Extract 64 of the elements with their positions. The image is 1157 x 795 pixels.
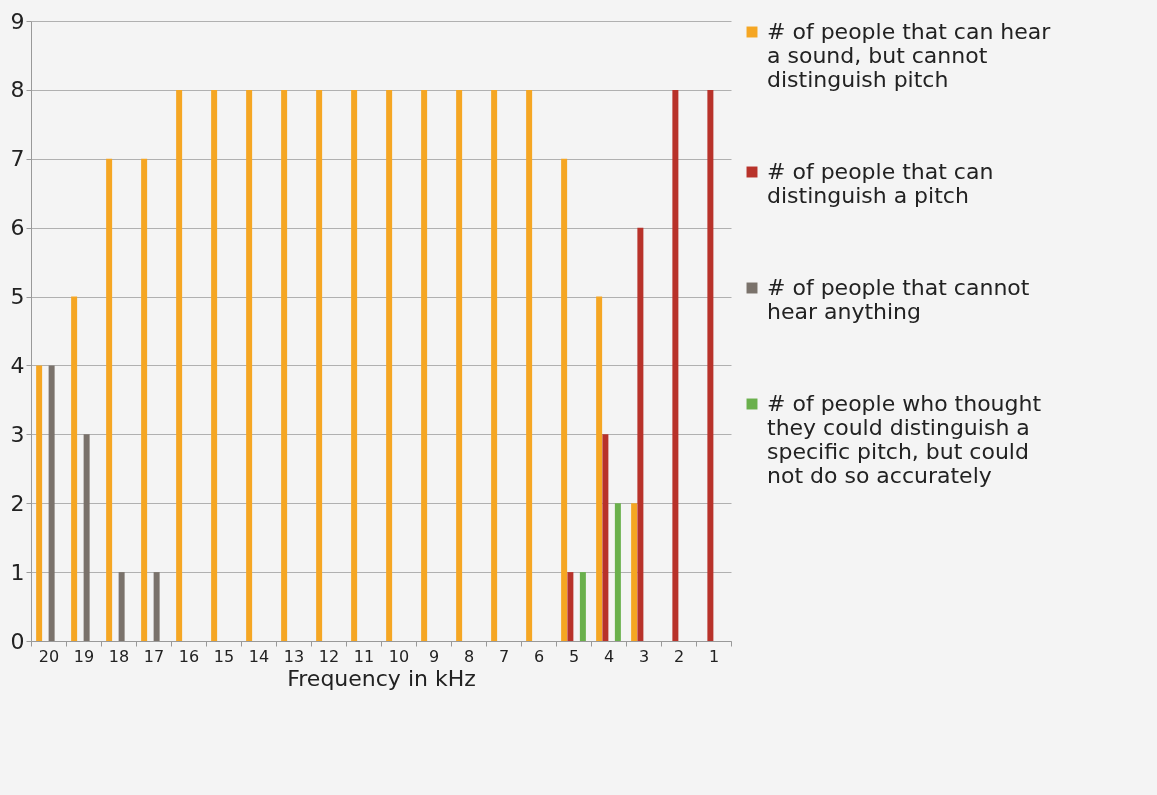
y-tick-label: 0 <box>10 628 25 654</box>
bar <box>211 89 218 641</box>
y-tick-label: 4 <box>10 352 25 378</box>
bar <box>316 89 323 641</box>
y-tick-label: 6 <box>10 215 25 241</box>
bar <box>614 503 621 641</box>
legend-label: # of people that can distinguish a pitch <box>767 159 994 208</box>
bar <box>351 89 358 641</box>
bar <box>707 89 714 641</box>
bar <box>672 89 679 641</box>
x-tick-label: 14 <box>248 646 270 666</box>
bar <box>491 89 498 641</box>
y-tick-label: 9 <box>10 8 25 34</box>
x-tick-label: 15 <box>213 646 235 666</box>
y-tick-label: 7 <box>10 146 25 172</box>
x-tick-label: 10 <box>388 646 410 666</box>
bar <box>141 158 148 641</box>
x-tick-label: 18 <box>108 646 130 666</box>
x-tick-label: 16 <box>178 646 200 666</box>
x-tick-label: 2 <box>673 646 685 666</box>
bar <box>71 296 78 641</box>
x-tick-label: 8 <box>463 646 475 666</box>
bar <box>596 296 603 641</box>
bar <box>579 572 586 641</box>
x-tick-label: 5 <box>568 646 580 666</box>
bar <box>106 158 113 641</box>
x-tick-label: 9 <box>428 646 440 666</box>
bar <box>567 572 574 641</box>
x-tick-label: 6 <box>533 646 545 666</box>
legend-label: # of people who thought they could distinguish a specific pitch, but could not do so accurately <box>767 391 1042 488</box>
x-tick-label: 13 <box>283 646 305 666</box>
bar <box>421 89 428 641</box>
bar <box>386 89 393 641</box>
y-tick-label: 2 <box>10 490 25 516</box>
bar <box>83 434 90 641</box>
bar <box>526 89 533 641</box>
legend-label: # of people that can hear a sound, but cannot distinguish pitch <box>767 19 1052 92</box>
x-tick-label: 12 <box>318 646 340 666</box>
bar <box>246 89 253 641</box>
legend-label: # of people that cannot hear anything <box>767 275 1030 324</box>
x-tick-label: 7 <box>498 646 510 666</box>
bar <box>176 89 183 641</box>
y-tick-label: 5 <box>10 284 25 310</box>
x-tick-label: 4 <box>603 646 615 666</box>
y-tick-label: 8 <box>10 77 25 103</box>
x-tick-label: 3 <box>638 646 650 666</box>
bar <box>602 434 609 641</box>
bar <box>561 158 568 641</box>
bar <box>637 227 644 641</box>
bar <box>456 89 463 641</box>
bar <box>631 503 638 641</box>
bar <box>118 572 125 641</box>
y-tick-label: 1 <box>10 559 25 585</box>
y-tick-label: 3 <box>10 421 25 447</box>
bar <box>36 365 43 641</box>
x-tick-label: 1 <box>708 646 720 666</box>
x-tick-label: 20 <box>38 646 60 666</box>
x-tick-label: 19 <box>73 646 95 666</box>
x-axis-title: Frequency in kHz <box>287 665 476 691</box>
x-tick-label: 17 <box>143 646 165 666</box>
x-tick-label: 11 <box>353 646 375 666</box>
bar <box>48 365 55 641</box>
bar <box>281 89 288 641</box>
bar <box>153 572 160 641</box>
